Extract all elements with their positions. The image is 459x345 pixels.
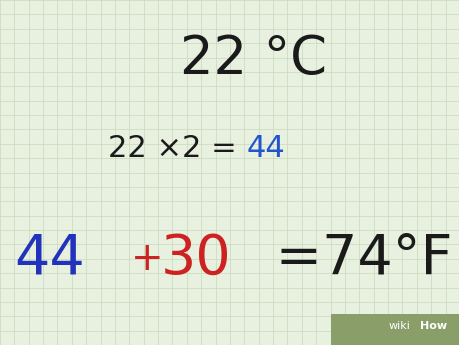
Text: +: + [131, 240, 163, 278]
Text: 30: 30 [161, 232, 231, 286]
Text: wiki: wiki [388, 321, 410, 331]
Text: 22 ×2 =: 22 ×2 = [107, 134, 246, 163]
FancyBboxPatch shape [330, 314, 459, 345]
Text: 44: 44 [246, 134, 284, 163]
Text: How: How [419, 321, 446, 331]
Text: =74°F: =74°F [257, 232, 451, 286]
Text: 44: 44 [14, 232, 84, 286]
Text: 22 °C: 22 °C [179, 33, 326, 85]
